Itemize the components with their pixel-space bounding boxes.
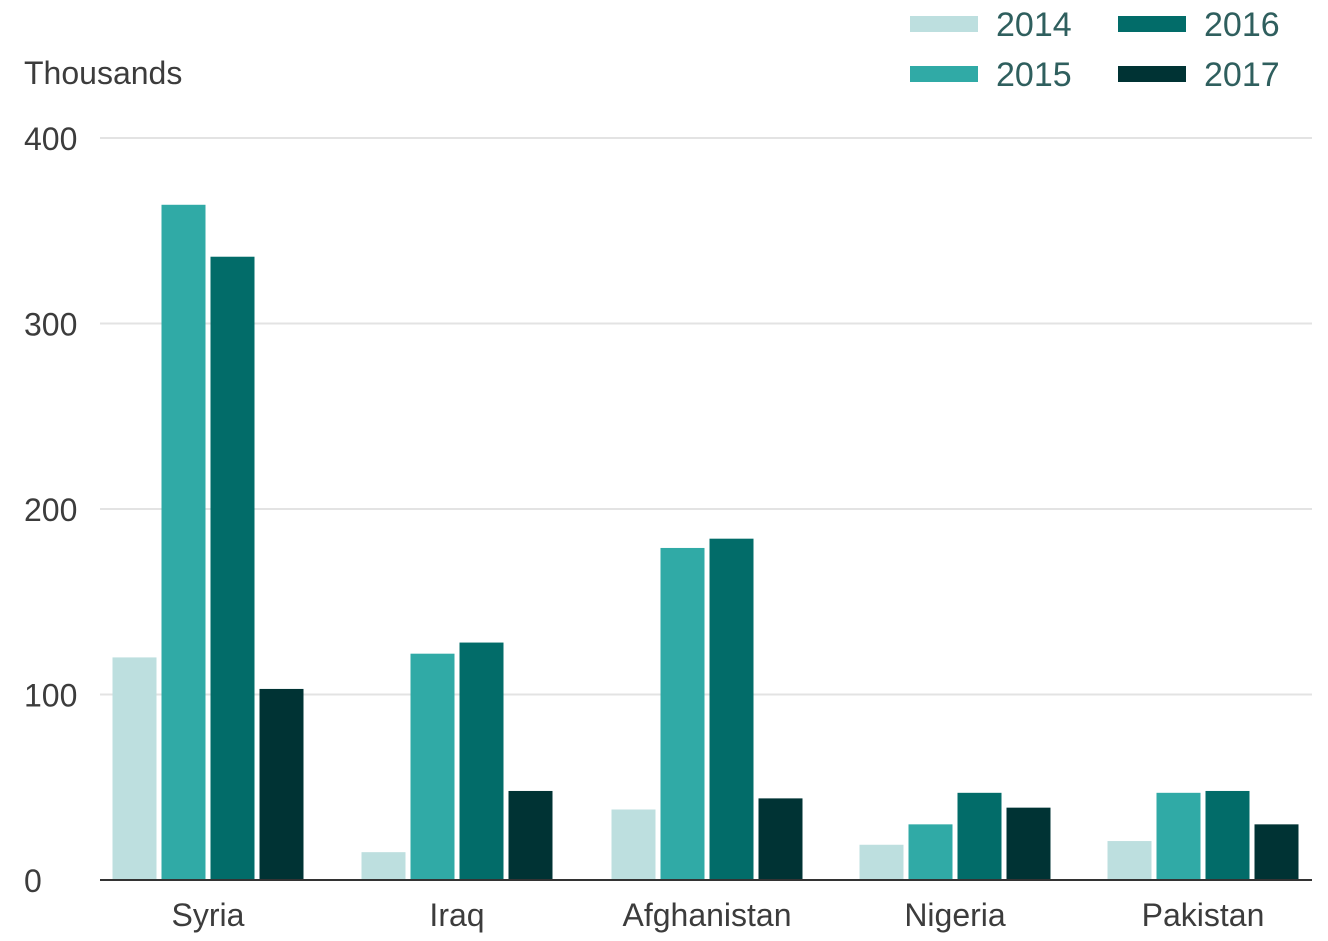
bar-nigeria-2014 (859, 844, 904, 880)
bar-afghanistan-2016 (709, 538, 754, 880)
legend-item-2014: 2014 (910, 6, 1072, 44)
y-axis-unit-label: Thousands (24, 55, 182, 91)
bar-syria-2014 (112, 657, 157, 880)
x-tick-label: Pakistan (1142, 897, 1265, 933)
legend-label: 2017 (1204, 56, 1280, 94)
axes: 0 100 200 300 400 Syria Iraq Afghanistan Nigeria… (24, 121, 1312, 933)
gridlines (100, 137, 1312, 696)
legend-label: 2015 (996, 56, 1072, 94)
bar-nigeria-2015 (908, 824, 953, 880)
bar-afghanistan-2017 (758, 798, 803, 880)
x-tick-label: Syria (172, 897, 245, 933)
legend-item-2016: 2016 (1118, 6, 1280, 44)
bar-iraq-2017 (508, 790, 553, 880)
legend: 2014 2015 2016 2017 (910, 6, 1280, 94)
y-tick-label: 0 (24, 863, 42, 899)
bar-nigeria-2016 (957, 792, 1002, 880)
bar-syria-2016 (210, 256, 255, 881)
legend-item-2017: 2017 (1118, 56, 1280, 94)
bars (112, 204, 1299, 881)
y-tick-label: 300 (24, 307, 77, 343)
bar-pakistan-2016 (1205, 790, 1250, 880)
x-tick-label: Afghanistan (622, 897, 791, 933)
bar-pakistan-2017 (1254, 824, 1299, 880)
bar-iraq-2014 (361, 852, 406, 880)
legend-swatch (1118, 16, 1186, 32)
legend-swatch (1118, 66, 1186, 82)
bar-nigeria-2017 (1006, 807, 1051, 880)
bar-pakistan-2014 (1107, 841, 1152, 880)
bar-afghanistan-2015 (660, 547, 705, 880)
y-tick-label: 100 (24, 678, 77, 714)
bar-syria-2015 (161, 204, 206, 880)
legend-label: 2016 (1204, 6, 1280, 44)
legend-item-2015: 2015 (910, 56, 1072, 94)
legend-swatch (910, 16, 978, 32)
legend-label: 2014 (996, 6, 1072, 44)
bar-syria-2017 (259, 688, 304, 880)
bar-iraq-2015 (410, 653, 455, 880)
y-tick-label: 200 (24, 492, 77, 528)
bar-pakistan-2015 (1156, 792, 1201, 880)
legend-swatch (910, 66, 978, 82)
x-tick-label: Nigeria (904, 897, 1006, 933)
bar-afghanistan-2014 (611, 809, 656, 880)
bar-iraq-2016 (459, 642, 504, 880)
x-tick-label: Iraq (429, 897, 484, 933)
y-tick-label: 400 (24, 121, 77, 157)
